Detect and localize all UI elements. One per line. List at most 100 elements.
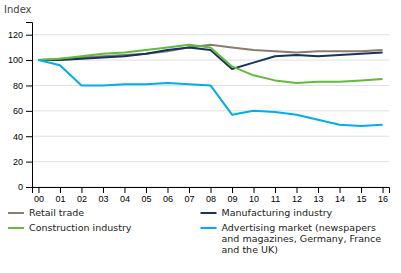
x-tick-label: 00	[34, 194, 44, 204]
x-tick-label: 10	[249, 194, 259, 204]
legend-swatch	[8, 227, 24, 229]
legend-swatch	[201, 212, 217, 214]
x-tick-mark	[383, 187, 384, 193]
lines	[38, 45, 382, 126]
x-tick: 07	[184, 187, 194, 204]
legend-label: Construction industry	[29, 222, 132, 233]
y-axis: 0 20 40 60 80 100 120	[8, 23, 33, 193]
y-tick-mark	[26, 136, 32, 137]
x-tick-label: 06	[163, 194, 173, 204]
y-tick-label: 0	[18, 182, 23, 192]
x-tick-label: 04	[120, 194, 130, 204]
y-label: Index	[4, 4, 32, 15]
y-tick-mark	[26, 85, 32, 86]
y-tick-label: 20	[13, 157, 23, 167]
x-tick-label: 16	[378, 194, 388, 204]
x-tick: 15	[357, 187, 367, 204]
x-tick-mark	[167, 187, 168, 193]
x-tick: 08	[206, 187, 216, 204]
x-tick: 00	[34, 187, 44, 204]
x-tick-mark	[211, 187, 212, 193]
x-tick: 03	[98, 187, 108, 204]
x-tick-mark	[254, 187, 255, 193]
y-tick-mark	[26, 162, 32, 163]
x-tick: 05	[141, 187, 151, 204]
x-tick-label: 09	[227, 194, 237, 204]
x-tick-mark	[146, 187, 147, 193]
x-tick-mark	[60, 187, 61, 193]
series-line	[38, 45, 382, 83]
y-tick: 120	[8, 30, 32, 40]
legend-item: Manufacturing industry	[201, 207, 333, 218]
legend-item: Retail trade	[8, 207, 84, 218]
grid-line	[32, 136, 389, 137]
y-tick-mark	[26, 60, 32, 61]
x-tick: 10	[249, 187, 259, 204]
x-tick-mark	[318, 187, 319, 193]
legend-swatch	[8, 212, 24, 214]
y-tick-label: 60	[13, 106, 23, 116]
x-tick: 14	[335, 187, 345, 204]
x-tick-mark	[232, 187, 233, 193]
legend-label: Advertising market (newspapersand magazi…	[222, 222, 382, 255]
grid-line	[32, 161, 389, 162]
y-tick: 20	[13, 157, 32, 167]
x-tick-label: 14	[335, 194, 345, 204]
x-tick-label: 15	[357, 194, 367, 204]
x-axis: 00 01 02 03 04 05 06 07 08 09 10 11 12 13 14 15 16	[33, 187, 390, 204]
x-tick-mark	[361, 187, 362, 193]
x-tick-label: 01	[55, 194, 65, 204]
x-tick-label: 07	[184, 194, 194, 204]
x-tick-label: 02	[77, 194, 87, 204]
legend-swatch	[201, 227, 217, 229]
x-axis-line	[33, 188, 390, 194]
x-tick-mark	[124, 187, 125, 193]
x-tick-label: 13	[314, 194, 324, 204]
x-tick-mark	[275, 187, 276, 193]
y-tick-mark	[26, 35, 32, 36]
x-tick-mark	[297, 187, 298, 193]
x-tick-label: 08	[206, 194, 216, 204]
x-tick-mark	[189, 187, 190, 193]
grid-line	[32, 110, 389, 111]
grid	[32, 35, 389, 187]
x-tick: 04	[120, 187, 130, 204]
x-tick-mark	[38, 187, 39, 193]
x-tick-mark	[81, 187, 82, 193]
y-tick-label: 120	[8, 30, 23, 40]
chart: 0 20 40 60 80 100 120 00 01 02 03 04 05 06 07 08 09 10 11 1…	[0, 0, 401, 273]
plot: 0 20 40 60 80 100 120 00 01 02 03 04 05 06 07 08 09 10 11 1…	[8, 23, 390, 205]
legend-item: Construction industry	[8, 222, 132, 233]
x-tick: 12	[292, 187, 302, 204]
y-tick-label: 100	[8, 55, 23, 65]
y-tick: 40	[13, 132, 32, 142]
x-tick-label: 11	[271, 194, 280, 204]
legend-label: Retail trade	[29, 207, 84, 218]
x-tick-label: 03	[98, 194, 108, 204]
y-tick-label: 40	[13, 132, 23, 142]
legend: Retail trade Manufacturing industry Constr…	[8, 207, 381, 255]
series-line	[38, 60, 382, 126]
x-tick: 09	[227, 187, 237, 204]
legend-item: Advertising market (newspapersand magazi…	[201, 222, 382, 255]
x-tick: 02	[77, 187, 87, 204]
x-tick-mark	[103, 187, 104, 193]
y-tick-label: 80	[13, 81, 23, 91]
y-tick: 100	[8, 55, 32, 65]
series-line	[38, 47, 382, 69]
x-tick: 11	[271, 187, 280, 204]
y-tick: 0	[18, 182, 32, 192]
x-tick-mark	[340, 187, 341, 193]
y-tick: 60	[13, 106, 32, 116]
y-axis-line	[26, 23, 33, 188]
x-tick: 13	[314, 187, 324, 204]
x-tick: 16	[378, 187, 388, 204]
legend-label: Manufacturing industry	[222, 207, 333, 218]
grid-line	[32, 60, 389, 61]
grid-line	[32, 34, 389, 35]
x-tick-label: 05	[141, 194, 151, 204]
y-tick-mark	[26, 111, 32, 112]
y-tick-mark	[26, 187, 32, 188]
x-tick: 01	[55, 187, 65, 204]
y-tick: 80	[13, 81, 32, 91]
